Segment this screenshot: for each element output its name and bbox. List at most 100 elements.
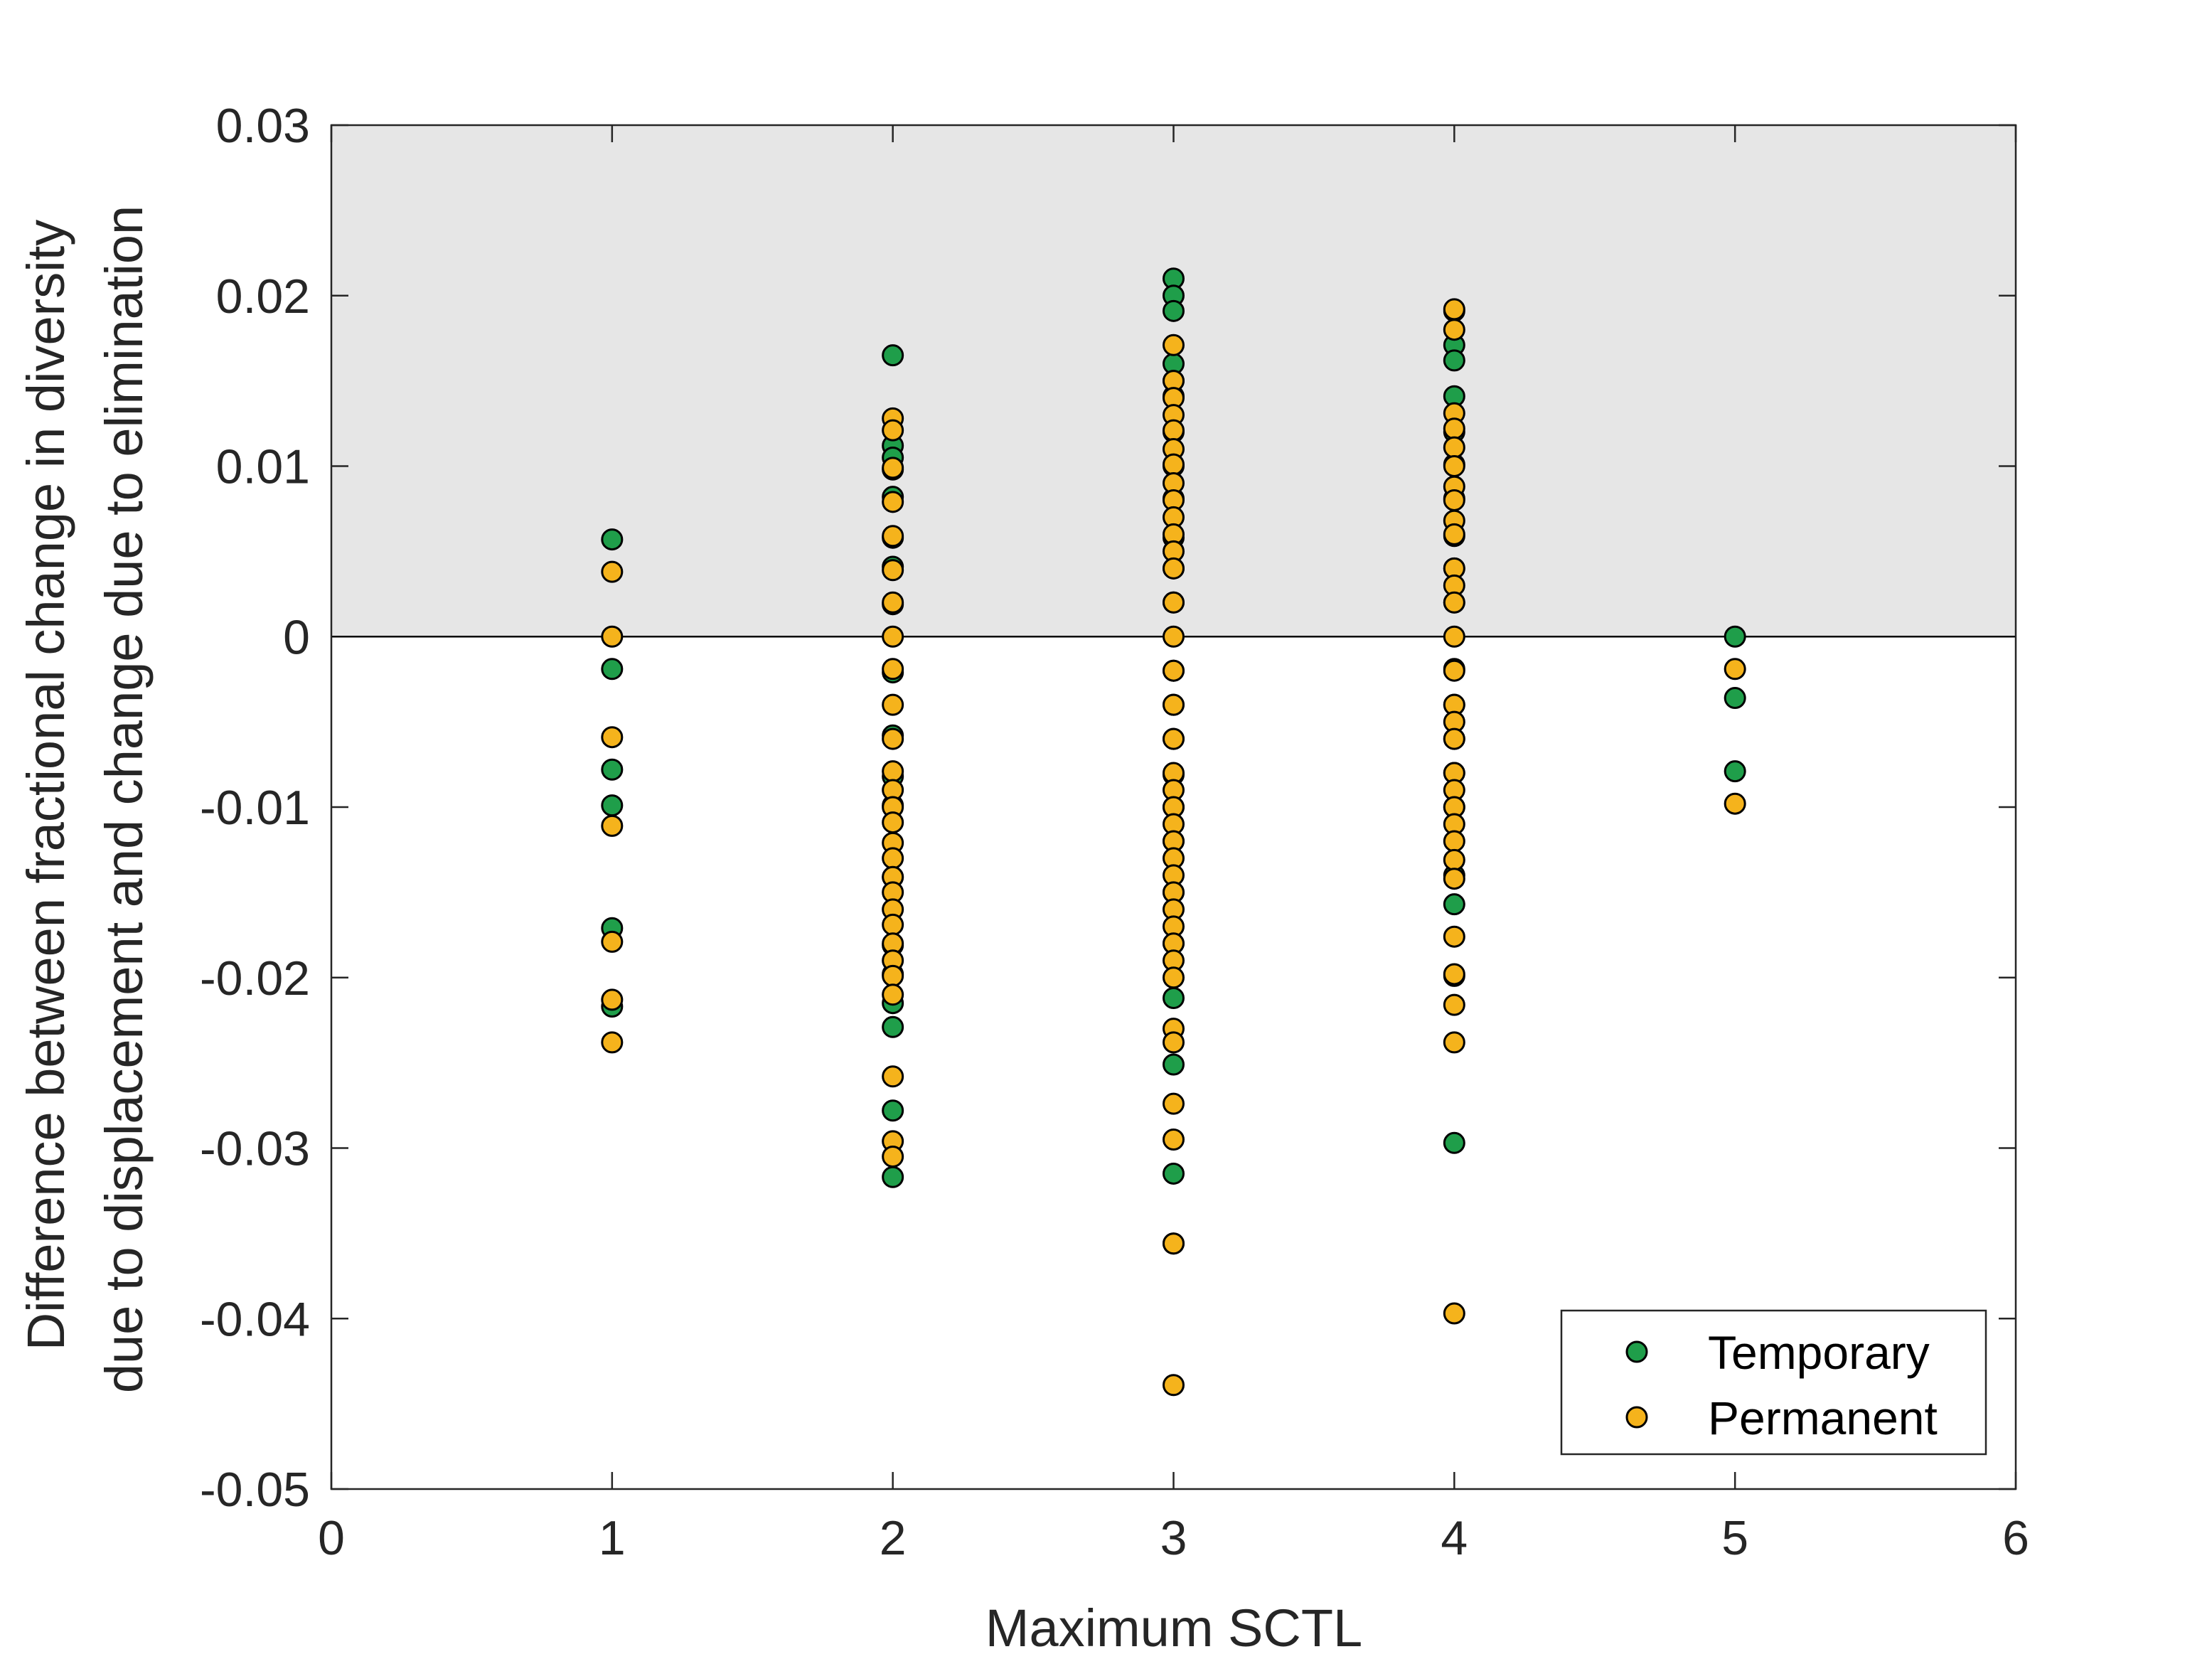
data-point-permanent [882, 727, 904, 750]
series-permanent [601, 298, 1746, 1397]
data-point-permanent [882, 811, 904, 834]
data-point-temporary [1724, 760, 1746, 783]
data-point-permanent [601, 930, 624, 953]
data-point-permanent [1443, 298, 1465, 321]
data-point-temporary [1724, 625, 1746, 648]
data-point-permanent [882, 964, 904, 987]
y-tick-label: -0.05 [200, 1463, 310, 1517]
data-point-permanent [1443, 436, 1465, 459]
data-point-permanent [882, 1065, 904, 1088]
data-point-permanent [1443, 1031, 1465, 1054]
data-point-permanent [601, 988, 624, 1011]
data-point-temporary [882, 1015, 904, 1038]
data-point-temporary [1163, 299, 1185, 322]
data-point-temporary [1163, 1053, 1185, 1076]
data-point-temporary [882, 1099, 904, 1122]
y-tick-labels: -0.05 -0.04 -0.03 -0.02 -0.01 0 0.01 0.02 0.03 [200, 99, 310, 1517]
data-point-permanent [1724, 792, 1746, 815]
data-point-permanent [882, 559, 904, 582]
x-tick-label: 6 [2002, 1511, 2029, 1565]
data-point-temporary [882, 1165, 904, 1188]
data-point-temporary [601, 758, 624, 781]
data-point-permanent [1163, 419, 1185, 442]
data-point-permanent [1443, 727, 1465, 750]
scatter-points [601, 267, 1746, 1397]
data-point-permanent [1163, 1232, 1185, 1255]
data-point-permanent [601, 814, 624, 837]
data-point-permanent [882, 591, 904, 614]
data-point-permanent [882, 693, 904, 716]
y-tick-label: -0.02 [200, 951, 310, 1005]
data-point-permanent [882, 525, 904, 548]
data-point-temporary [1443, 1131, 1465, 1154]
plot-frame [330, 124, 2017, 1490]
data-point-temporary [1724, 687, 1746, 710]
legend-box [1560, 1309, 1987, 1456]
data-point-permanent [601, 726, 624, 749]
data-point-temporary [601, 528, 624, 551]
data-point-temporary [1443, 893, 1465, 916]
data-point-permanent [1163, 727, 1185, 750]
data-point-permanent [1163, 1129, 1185, 1151]
data-point-permanent [882, 913, 904, 936]
x-tick-label: 0 [318, 1511, 345, 1565]
x-tick-label: 2 [880, 1511, 907, 1565]
data-point-permanent [1163, 557, 1185, 580]
data-point-temporary [1163, 987, 1185, 1010]
data-point-permanent [1443, 455, 1465, 477]
data-point-permanent [1443, 523, 1465, 545]
data-point-permanent [1443, 963, 1465, 986]
y-tick-label: 0.02 [216, 270, 310, 324]
data-point-permanent [1163, 1092, 1185, 1115]
data-point-temporary [1443, 349, 1465, 372]
legend-marker-temporary [1625, 1340, 1648, 1363]
y-tick-label: -0.01 [200, 781, 310, 835]
legend-label-temporary: Temporary [1708, 1326, 1930, 1379]
data-point-permanent [1443, 591, 1465, 614]
data-point-permanent [1443, 925, 1465, 948]
y-tick-label: 0 [283, 610, 310, 664]
data-point-permanent [882, 760, 904, 783]
data-point-permanent [1163, 1031, 1185, 1054]
data-point-temporary [1163, 1162, 1185, 1185]
data-point-permanent [1163, 966, 1185, 989]
data-point-temporary [601, 658, 624, 681]
y-axis-title-line-2: due to displacement and change due to el… [95, 206, 154, 1393]
data-point-permanent [882, 983, 904, 1006]
legend-marker-permanent [1625, 1406, 1648, 1429]
data-point-permanent [601, 625, 624, 648]
y-tick-label: -0.03 [200, 1122, 310, 1176]
x-tick-labels: 0 1 2 3 4 5 6 [318, 1511, 2029, 1565]
data-point-permanent [1443, 659, 1465, 682]
data-point-permanent [1724, 658, 1746, 681]
data-point-permanent [1163, 453, 1185, 476]
data-point-permanent [882, 457, 904, 479]
data-point-permanent [1443, 830, 1465, 853]
data-point-permanent [1443, 993, 1465, 1016]
data-point-permanent [882, 847, 904, 870]
x-tick-label: 4 [1441, 1511, 1468, 1565]
data-point-permanent [601, 560, 624, 583]
x-tick-label: 3 [1160, 1511, 1187, 1565]
data-point-permanent [1443, 319, 1465, 341]
data-point-permanent [1163, 1374, 1185, 1397]
data-point-permanent [1443, 1302, 1465, 1325]
data-point-permanent [882, 625, 904, 648]
data-point-permanent [1163, 659, 1185, 682]
data-point-permanent [1443, 489, 1465, 511]
y-tick-label: 0.03 [216, 99, 310, 153]
data-point-permanent [1443, 417, 1465, 440]
data-point-permanent [1443, 848, 1465, 871]
data-point-permanent [1443, 625, 1465, 648]
x-tick-label: 1 [599, 1511, 626, 1565]
data-point-permanent [1163, 334, 1185, 356]
data-point-permanent [882, 1145, 904, 1168]
data-point-permanent [601, 1031, 624, 1054]
y-tick-label: -0.04 [200, 1292, 310, 1346]
data-point-temporary [601, 794, 624, 817]
y-axis-title-line-1: Difference between fractional change in … [16, 220, 75, 1351]
data-point-permanent [882, 658, 904, 681]
data-point-permanent [1163, 693, 1185, 716]
legend: Temporary Permanent [1560, 1309, 1987, 1456]
